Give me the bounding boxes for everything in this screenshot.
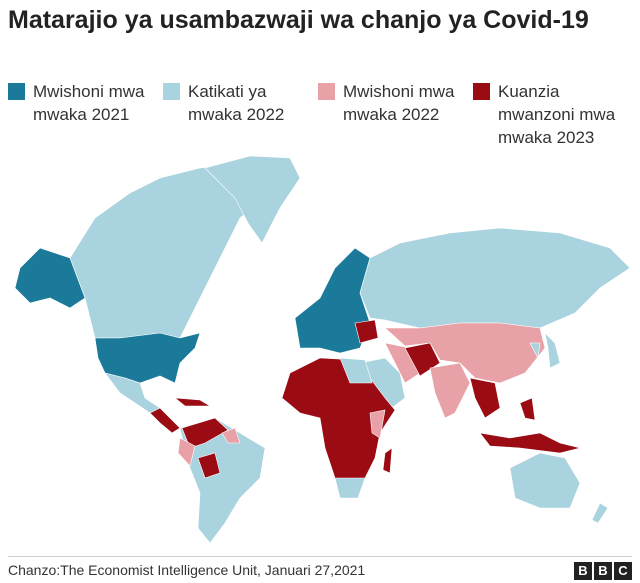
region (197, 452, 221, 479)
legend-swatch (318, 83, 335, 100)
world-map (14, 155, 631, 544)
legend-label: Katikati ya mwaka 2022 (188, 82, 285, 124)
region (529, 332, 561, 369)
legend-label: Mwishoni mwa mwaka 2022 (343, 82, 455, 124)
region (382, 447, 393, 474)
logo-letter: B (594, 562, 612, 580)
region (369, 409, 386, 439)
divider (8, 556, 632, 557)
region (334, 477, 366, 499)
region (384, 322, 546, 384)
region (509, 452, 581, 509)
region (339, 357, 373, 384)
region (354, 319, 379, 344)
region (479, 432, 581, 454)
logo-letter: C (614, 562, 632, 580)
region (359, 227, 631, 329)
legend-item: Katikati ya mwaka 2022 (163, 80, 318, 149)
region (14, 247, 86, 309)
logo-letter: B (574, 562, 592, 580)
legend: Mwishoni mwa mwaka 2021 Katikati ya mwak… (8, 80, 638, 149)
region (591, 502, 609, 524)
region (469, 377, 501, 419)
region (519, 397, 536, 421)
title: Matarajio ya usambazwaji wa chanjo ya Co… (8, 6, 589, 34)
legend-item: Mwishoni mwa mwaka 2022 (318, 80, 473, 149)
legend-item: Mwishoni mwa mwaka 2021 (8, 80, 163, 149)
source: Chanzo:The Economist Intelligence Unit, … (8, 562, 366, 578)
region (177, 427, 241, 467)
legend-label: Mwishoni mwa mwaka 2021 (33, 82, 145, 124)
legend-swatch (473, 83, 490, 100)
region (294, 247, 371, 354)
legend-swatch (163, 83, 180, 100)
legend-item: Kuanzia mwanzoni mwa mwaka 2023 (473, 80, 628, 149)
legend-label: Kuanzia mwanzoni mwa mwaka 2023 (498, 82, 616, 147)
region (204, 155, 301, 244)
logo: B B C (574, 562, 632, 580)
legend-swatch (8, 83, 25, 100)
region (429, 362, 471, 419)
